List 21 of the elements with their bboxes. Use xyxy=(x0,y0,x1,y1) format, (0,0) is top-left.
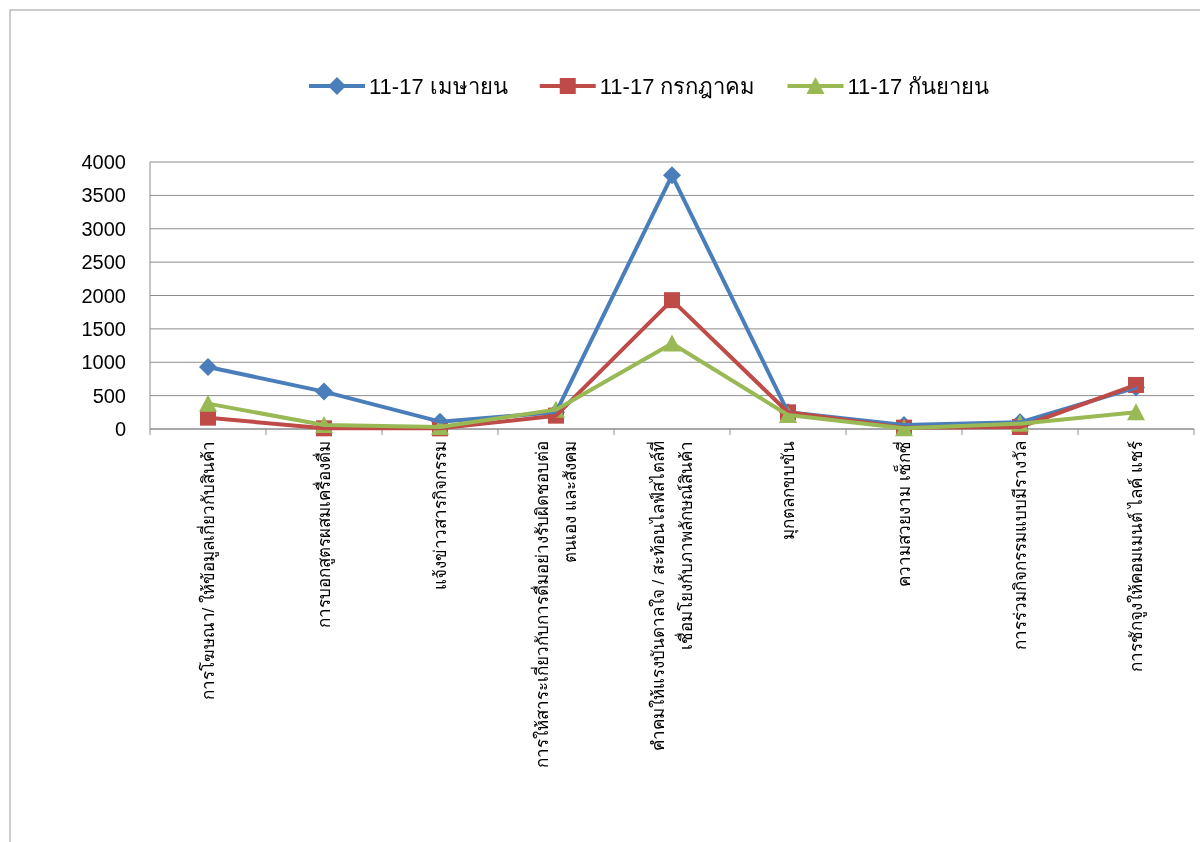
legend-label: 11-17 กันยายน xyxy=(847,74,990,99)
y-tick-label: 500 xyxy=(92,384,126,407)
x-tick-label: การให้สาระเกี่ยวกับการดื่มอย่างรับผิดชอบต่อ ตนเอง และสังคม xyxy=(530,441,580,768)
x-tick-label: ความสวยงาม เซ็กซี่ xyxy=(892,441,914,587)
x-tick-label: มุกตลกขบขัน xyxy=(779,441,799,540)
x-tick-label: การบอกสูตรผสมเครื่องดื่ม xyxy=(312,441,335,628)
legend-label: 11-17 เมษายน xyxy=(369,74,508,99)
x-tick-label: คำคมให้แรงบันดาลใจ / สะท้อนไลฟ์สไตล์ที่ เชื่อมโยงกับภาพลักษณ์สินค้า xyxy=(646,441,696,752)
legend-label: 11-17 กรกฎาคม xyxy=(599,74,756,99)
x-tick-label: แจ้งข่าวสารกิจกรรม xyxy=(431,441,450,590)
x-tick-label: การโฆษณา/ ให้ข้อมูลเกี่ยวกับสินค้า xyxy=(196,441,219,701)
y-tick-label: 2500 xyxy=(81,251,126,274)
x-tick-label: การร่วมกิจกรรมแบบมีรางวัล xyxy=(1011,441,1030,650)
y-tick-label: 3000 xyxy=(81,217,126,240)
y-tick-label: 2000 xyxy=(81,284,126,307)
y-tick-label: 1500 xyxy=(81,317,126,340)
y-tick-label: 0 xyxy=(114,418,126,440)
y-tick-label: 1000 xyxy=(81,351,126,374)
y-tick-label: 4000 xyxy=(81,151,126,173)
x-tick-label: การชักจูงให้คอมเมนต์ ไลค์ แชร์ xyxy=(1126,441,1147,673)
y-tick-label: 3500 xyxy=(81,184,126,207)
